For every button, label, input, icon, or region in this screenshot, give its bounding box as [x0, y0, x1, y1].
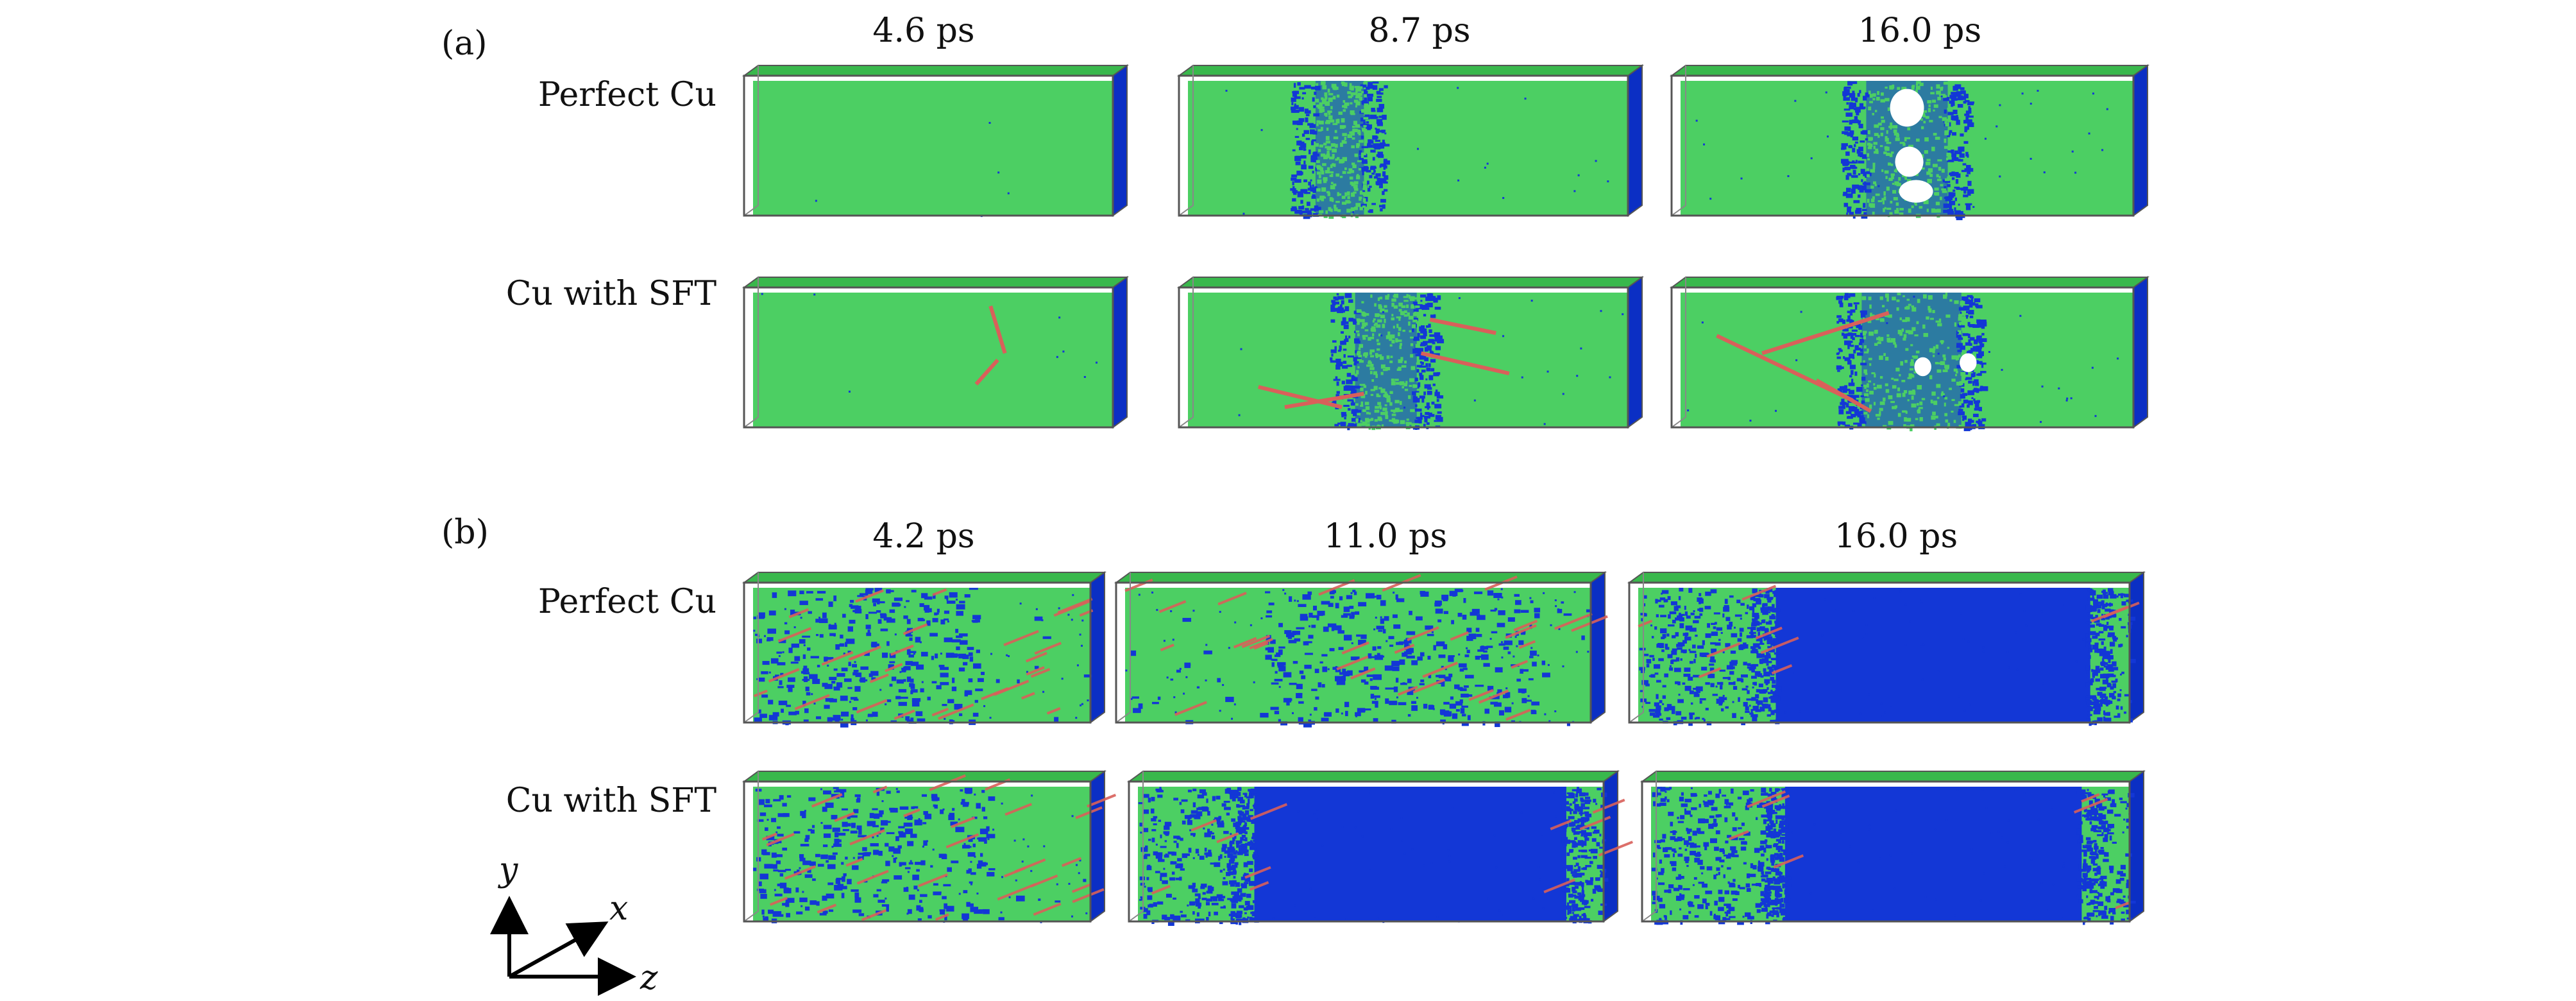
coordinate-axes	[490, 896, 636, 996]
axis-z-label: z	[640, 959, 658, 997]
row-label-b-sft: Cu with SFT	[505, 782, 716, 820]
time-b-2: 11.0 ps	[1323, 517, 1448, 556]
time-b-1: 4.2 ps	[872, 517, 975, 556]
snapshot-a-sft-3	[1669, 276, 2150, 432]
axis-x-label: x	[609, 889, 629, 928]
snapshot-b-sft-2	[1126, 770, 1633, 926]
axis-y-label: y	[499, 851, 518, 889]
panel-b-label: (b)	[441, 513, 489, 552]
snapshot-b-perfect-3	[1627, 571, 2146, 726]
snapshot-a-sft-1	[741, 276, 1130, 429]
panel-a-label: (a)	[441, 24, 487, 63]
time-a-2: 8.7 ps	[1368, 12, 1471, 50]
snapshot-b-perfect-1	[741, 571, 1107, 728]
snapshot-a-perfect-3	[1669, 64, 2150, 221]
time-a-1: 4.6 ps	[872, 12, 975, 50]
time-b-3: 16.0 ps	[1834, 517, 1958, 556]
row-label-b-perfect: Perfect Cu	[538, 583, 716, 621]
snapshot-b-sft-3	[1640, 770, 2146, 925]
time-a-3: 16.0 ps	[1858, 12, 1982, 50]
snapshot-a-sft-2	[1176, 276, 1645, 431]
snapshot-b-perfect-2	[1114, 571, 1608, 728]
snapshot-a-perfect-1	[741, 64, 1130, 218]
x-axis-arrow	[508, 921, 609, 979]
row-label-a-perfect: Perfect Cu	[538, 76, 716, 114]
row-label-a-sft: Cu with SFT	[505, 275, 716, 313]
snapshot-b-sft-1	[741, 770, 1117, 923]
snapshot-a-perfect-2	[1176, 64, 1645, 219]
